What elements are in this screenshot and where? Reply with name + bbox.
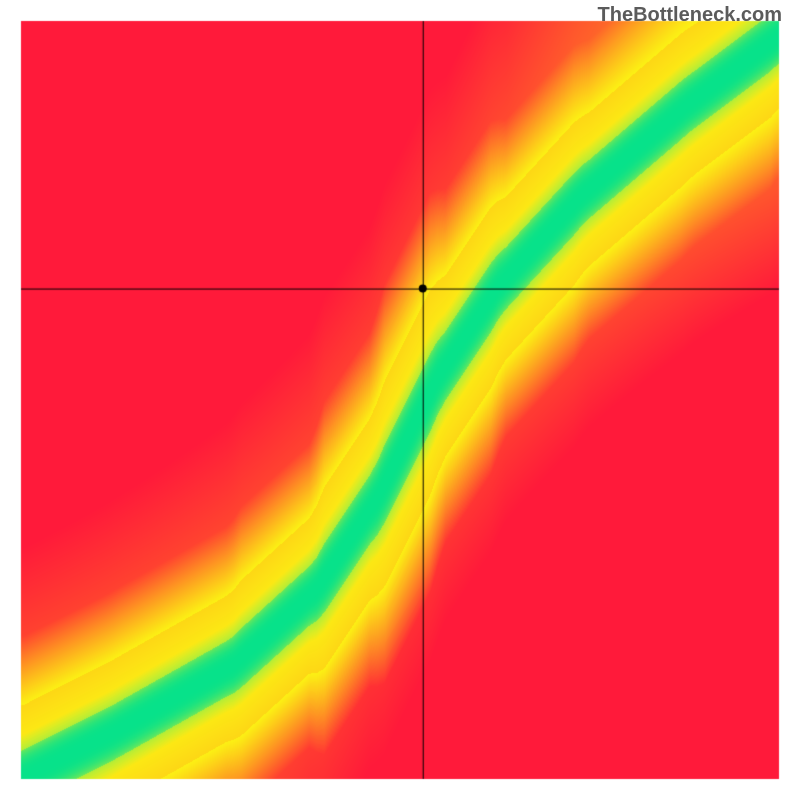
chart-container: TheBottleneck.com — [0, 0, 800, 800]
bottleneck-heatmap — [0, 0, 800, 800]
